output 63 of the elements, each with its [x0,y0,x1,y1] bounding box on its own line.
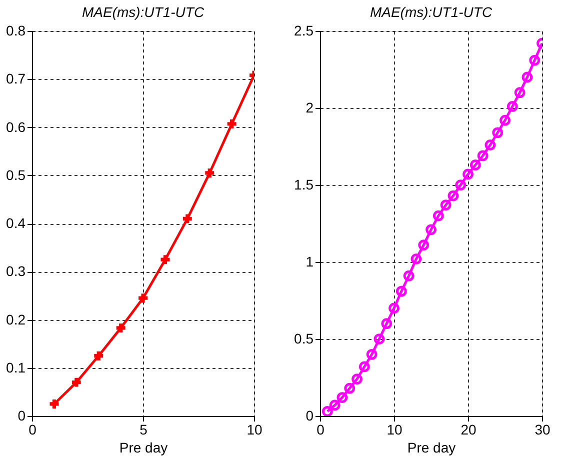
point [116,323,126,332]
x-tick-label: 10 [386,422,402,438]
x-tick-label: 30 [534,422,550,438]
point [352,374,362,384]
point [388,302,400,314]
y-tick-label: 2 [306,100,314,116]
point [344,382,356,394]
x-axis-title: Pre day [407,440,456,456]
point [72,378,81,387]
y-tick-label: 0.4 [6,215,26,231]
point [410,253,422,264]
point [440,200,452,210]
point [50,399,59,408]
point [477,150,488,162]
point [506,101,518,112]
point [358,361,370,372]
y-tick-label: 2.5 [294,22,314,38]
point [418,240,430,250]
point [514,87,526,98]
point [448,190,459,202]
point [94,351,104,360]
x-tick-label: 0 [316,422,325,438]
point [138,294,148,303]
point [160,255,170,264]
point [432,210,444,222]
point [529,54,540,66]
x-tick-label: 10 [246,422,262,438]
point [366,348,378,360]
point [470,160,481,170]
y-tick-label: 0.5 [294,330,314,346]
point [227,119,236,128]
y-tick-label: 0.2 [6,311,26,328]
y-tick-label: 1 [306,254,314,270]
y-tick-label: 0 [306,408,314,424]
x-tick-label: 5 [140,422,148,438]
y-tick-label: 0.6 [6,118,26,135]
x-tick-label: 20 [460,422,476,438]
y-tick-label: 0.1 [6,359,26,376]
point [455,180,466,190]
point [500,114,510,126]
y-tick-label: 0.8 [6,22,26,38]
point [374,334,385,344]
point [462,168,474,180]
point [329,400,340,411]
point [182,214,192,224]
chart-title: MAE(ms):UT1-UTC [370,4,493,20]
chart-title: MAE(ms):UT1-UTC [82,4,205,20]
point [484,140,496,150]
point [426,224,436,236]
y-tick-label: 0 [18,408,26,424]
point [381,318,392,330]
point [336,392,348,403]
x-tick-label: 0 [28,422,37,438]
y-tick-label: 0.7 [6,70,26,87]
point [522,72,533,83]
x-axis-title: Pre day [119,440,168,456]
y-tick-label: 0.5 [6,166,26,183]
point [403,270,414,282]
point [492,127,504,138]
point [205,168,214,178]
y-tick-label: 0.3 [6,263,26,280]
y-tick-label: 1.5 [294,176,314,192]
point [396,286,407,297]
